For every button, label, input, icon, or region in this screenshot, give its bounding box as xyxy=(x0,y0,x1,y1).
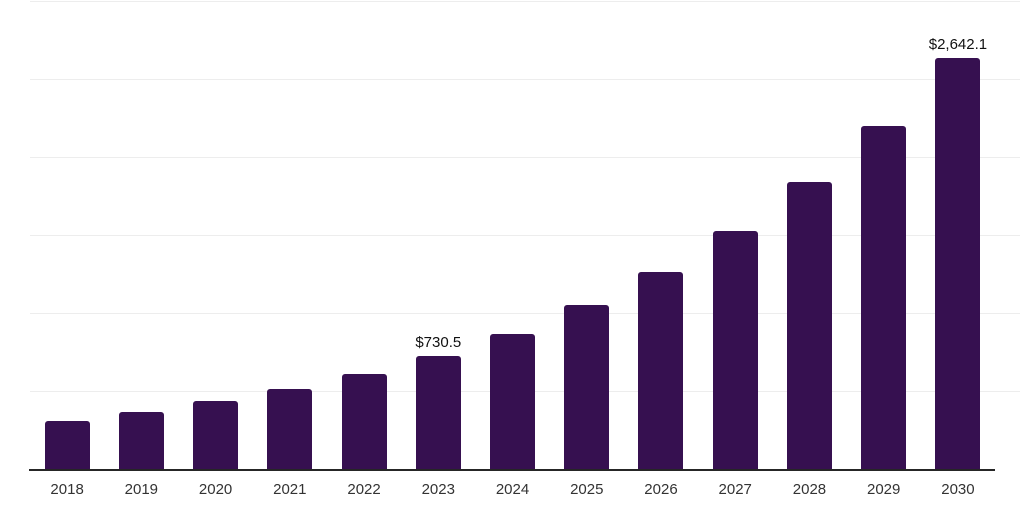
gridline xyxy=(30,235,1020,236)
gridline xyxy=(30,1,1020,2)
bar-column xyxy=(624,0,698,470)
gridline xyxy=(30,313,1020,314)
bar xyxy=(564,305,610,470)
bar xyxy=(638,271,684,470)
bar xyxy=(786,182,832,470)
x-axis-line xyxy=(29,469,995,471)
bar-column xyxy=(327,0,401,470)
bar-column xyxy=(847,0,921,470)
x-axis-label: 2029 xyxy=(867,481,901,498)
bar-column xyxy=(30,0,104,470)
x-axis-label: 2028 xyxy=(792,481,827,498)
bar xyxy=(193,401,239,470)
x-axis-label: 2020 xyxy=(198,481,233,498)
bar-column xyxy=(475,0,549,470)
bar-value-label: $2,642.1 xyxy=(928,35,988,53)
x-axis-label: 2019 xyxy=(124,481,159,498)
bar xyxy=(415,356,461,470)
bar xyxy=(712,230,758,470)
x-axis-label: 2026 xyxy=(644,481,678,498)
bar xyxy=(341,374,387,470)
x-axis-label: 2030 xyxy=(941,481,975,498)
x-axis-label: 2023 xyxy=(421,481,455,498)
bar xyxy=(490,333,536,470)
x-axis-label: 2022 xyxy=(347,481,381,498)
x-axis-label: 2025 xyxy=(570,481,604,498)
x-axis-labels: 2018 2019 2020 2021 2022 2023 2024 2025 2026 2027… xyxy=(30,480,995,500)
bar xyxy=(118,411,164,470)
bar-value-label: $730.5 xyxy=(415,334,462,351)
plot-area: $730.5 $2,642.1 xyxy=(30,0,995,470)
gridline xyxy=(30,157,1020,158)
gridline xyxy=(30,79,1020,80)
bar-column xyxy=(104,0,178,470)
bar xyxy=(267,388,313,470)
bar-column xyxy=(253,0,327,470)
bar-column xyxy=(698,0,772,470)
x-axis-label: 2027 xyxy=(718,481,752,498)
bar-column xyxy=(772,0,846,470)
bar xyxy=(861,126,907,470)
x-axis-label: 2018 xyxy=(50,481,84,498)
bar-column xyxy=(178,0,252,470)
bar xyxy=(935,57,981,470)
bar-column: $730.5 xyxy=(401,0,475,470)
x-axis-label: 2024 xyxy=(495,481,530,498)
bar-column: $2,642.1 xyxy=(921,0,995,470)
x-axis-label: 2021 xyxy=(273,481,307,498)
bar-column xyxy=(550,0,624,470)
bar xyxy=(44,420,90,470)
